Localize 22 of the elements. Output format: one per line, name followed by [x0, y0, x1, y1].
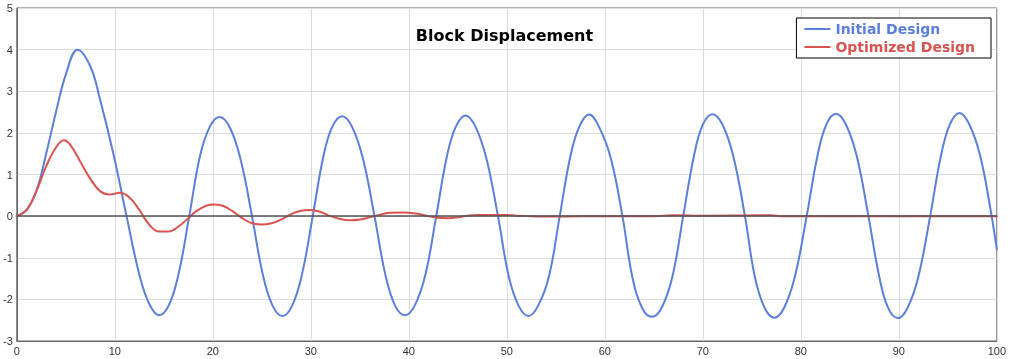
y-tick-label: 2	[6, 126, 13, 139]
y-tick-label: -1	[3, 251, 13, 264]
x-tick-label: 90	[892, 344, 905, 357]
legend-label: Optimized Design	[835, 39, 975, 55]
x-tick-label: 100	[987, 344, 1006, 357]
text: Block Displacement	[415, 25, 594, 45]
y-tick-label: -3	[3, 335, 13, 347]
x-tick-label: 30	[304, 344, 317, 357]
x-tick-label: 70	[696, 344, 709, 357]
y-tick-label: 0	[6, 210, 13, 223]
y-tick-label: 3	[6, 85, 13, 98]
x-tick-label: 40	[402, 344, 415, 357]
x-tick-label: 10	[108, 344, 121, 357]
y-tick-label: 5	[6, 2, 13, 14]
y-tick-label: 4	[6, 43, 13, 56]
legend-label: Initial Design	[835, 21, 941, 37]
y-tick-label: -2	[3, 293, 13, 306]
x-tick-label: 80	[794, 344, 807, 357]
x-tick-label: 50	[500, 344, 513, 357]
y-tick-label: 1	[6, 168, 13, 181]
x-tick-label: 20	[206, 344, 219, 357]
x-tick-label: 60	[598, 344, 611, 357]
